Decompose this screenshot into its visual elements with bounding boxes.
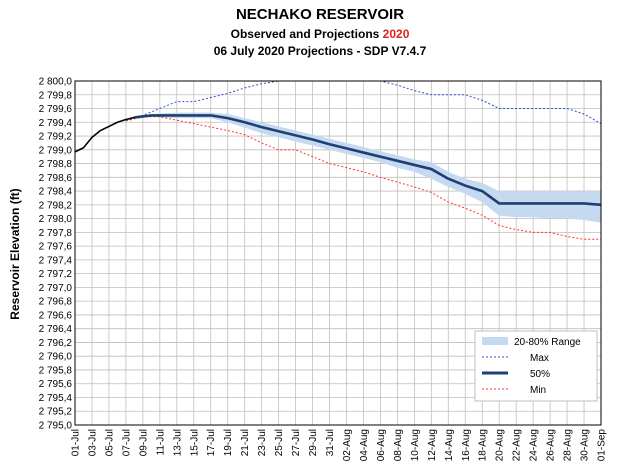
series-line-min [125, 116, 601, 240]
x-tick-labels: 01-Jul 03-Jul 05-Jul 07-Jul 09-Jul 11-Jul 13-J… [71, 429, 608, 462]
x-tick-label: 13-Jul [172, 429, 183, 456]
series-lines-layer [74, 80, 602, 240]
y-tick-label: 2 798,0 [39, 214, 73, 225]
x-tick-label: 07-Jul [121, 429, 132, 456]
x-tick-label: 17-Jul [206, 429, 217, 456]
chart-subtitle: Observed and Projections 2020 [0, 27, 640, 41]
range-band-layer [134, 112, 602, 223]
subtitle-prefix: Observed and Projections [230, 27, 383, 41]
y-tick-label: 2 798,8 [39, 159, 73, 170]
x-tick-label: 30-Aug [580, 429, 591, 461]
x-tick-label: 12-Aug [427, 429, 438, 461]
y-tick-label: 2 799,8 [39, 90, 73, 101]
y-tick-label: 2 797,0 [39, 283, 73, 294]
y-tick-label: 2 797,2 [39, 269, 73, 280]
x-tick-label: 22-Aug [512, 429, 523, 461]
legend-label-band: 20-80% Range [514, 337, 581, 348]
x-tick-label: 15-Jul [189, 429, 200, 456]
x-tick-label: 06-Aug [376, 429, 387, 461]
y-tick-label: 2 795,4 [39, 393, 73, 404]
y-axis-label: Reservoir Elevation (ft) [8, 188, 22, 319]
y-tick-label: 2 795,2 [39, 407, 73, 418]
y-tick-label: 2 799,0 [39, 145, 73, 156]
y-tick-label: 2 799,6 [39, 104, 73, 115]
y-tick-label: 2 799,4 [39, 118, 73, 129]
plot-frame [74, 80, 602, 426]
range-band-area [134, 112, 602, 223]
x-tick-label: 31-Jul [325, 429, 336, 456]
x-tick-label: 03-Jul [87, 429, 98, 456]
legend-label-50: 50% [530, 369, 550, 380]
x-tick-label: 26-Aug [546, 429, 557, 461]
y-tick-label: 2 795,0 [39, 421, 73, 432]
y-tick-label: 2 796,8 [39, 297, 73, 308]
x-tick-label: 01-Sep [597, 429, 608, 462]
y-tick-label: 2 797,8 [39, 228, 73, 239]
chart-subtitle-2: 06 July 2020 Projections - SDP V7.4.7 [213, 44, 427, 58]
legend-label-max: Max [530, 353, 549, 364]
legend-swatch-band [482, 337, 508, 345]
y-tick-labels: 2 795,0 2 795,2 2 795,4 2 795,6 2 795,8 2 796… [39, 77, 73, 432]
y-tick-label: 2 796,0 [39, 352, 73, 363]
x-tick-label: 10-Aug [410, 429, 421, 461]
y-tick-label: 2 795,8 [39, 365, 73, 376]
x-tick-label: 20-Aug [495, 429, 506, 461]
x-tick-label: 19-Jul [223, 429, 234, 456]
x-tick-label: 05-Jul [104, 429, 115, 456]
x-tick-label: 18-Aug [478, 429, 489, 461]
subtitle-year: 2020 [382, 27, 410, 41]
x-tick-label: 29-Jul [308, 429, 319, 456]
x-tick-label: 14-Aug [444, 429, 455, 461]
legend-label-min: Min [530, 385, 546, 396]
x-tick-label: 27-Jul [291, 429, 302, 456]
y-tick-label: 2 797,4 [39, 255, 73, 266]
y-tick-label: 2 796,2 [39, 338, 73, 349]
x-tick-label: 25-Jul [274, 429, 285, 456]
x-tick-label: 28-Aug [563, 429, 574, 461]
series-line-observed [74, 116, 135, 153]
x-tick-label: 21-Jul [240, 429, 251, 456]
legend: 20-80% Range Max 50% Min [474, 330, 598, 402]
chart-title: NECHAKO RESERVOIR [235, 6, 405, 23]
x-tick-label: 24-Aug [529, 429, 540, 461]
y-tick-label: 2 798,6 [39, 173, 73, 184]
x-tick-label: 04-Aug [359, 429, 370, 461]
x-tick-label: 11-Jul [155, 429, 166, 456]
x-tick-label: 16-Aug [461, 429, 472, 461]
y-tick-label: 2 799,2 [39, 132, 73, 143]
y-tick-label: 2 798,2 [39, 200, 73, 211]
y-tick-label: 2 796,4 [39, 324, 73, 335]
y-tick-label: 2 800,0 [39, 77, 73, 88]
y-tick-label: 2 797,6 [39, 242, 73, 253]
y-tick-label: 2 798,4 [39, 187, 73, 198]
x-tick-label: 23-Jul [257, 429, 268, 456]
x-tick-label: 02-Aug [342, 429, 353, 461]
x-tick-label: 09-Jul [138, 429, 149, 456]
y-tick-label: 2 796,6 [39, 310, 73, 321]
series-line-p50 [134, 114, 602, 207]
y-tick-label: 2 795,6 [39, 379, 73, 390]
x-tick-label: 08-Aug [393, 429, 404, 461]
x-tick-label: 01-Jul [71, 429, 82, 456]
